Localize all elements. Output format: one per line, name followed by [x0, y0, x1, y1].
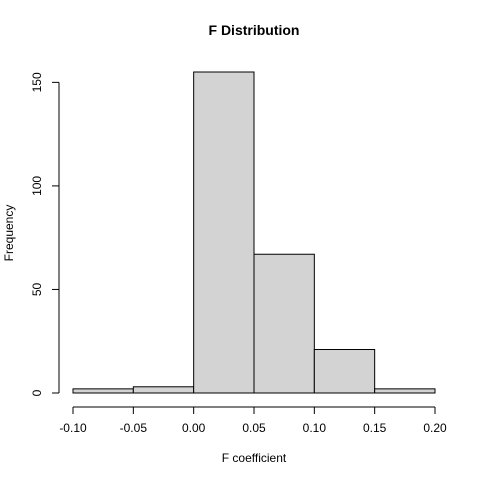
x-tick-label: -0.10 [59, 421, 87, 435]
x-tick-label: 0.10 [303, 421, 327, 435]
chart-title: F Distribution [209, 22, 300, 38]
x-axis-label: F coefficient [222, 451, 287, 465]
bars-group [72, 71, 436, 394]
x-tick-label: 0.05 [242, 421, 266, 435]
x-tick-label: 0.20 [423, 421, 447, 435]
y-tick-label: 0 [30, 389, 44, 396]
histogram-bar [313, 349, 376, 394]
histogram-bar [253, 253, 315, 394]
y-axis-label: Frequency [2, 205, 16, 262]
x-tick-label: -0.05 [120, 421, 148, 435]
y-tick-label: 150 [30, 72, 44, 92]
histogram-bar [193, 71, 255, 394]
y-tick-label: 100 [30, 176, 44, 196]
y-tick-label: 50 [30, 282, 44, 296]
x-tick-label: 0.15 [363, 421, 387, 435]
histogram-bar [132, 386, 195, 394]
histogram-bar [72, 388, 134, 394]
x-axis: -0.10 -0.05 0.00 0.05 0.10 0.15 0.20 [59, 406, 447, 435]
histogram-bar [374, 388, 436, 394]
x-tick-label: 0.00 [182, 421, 206, 435]
y-axis: 0 50 100 150 [30, 72, 60, 396]
